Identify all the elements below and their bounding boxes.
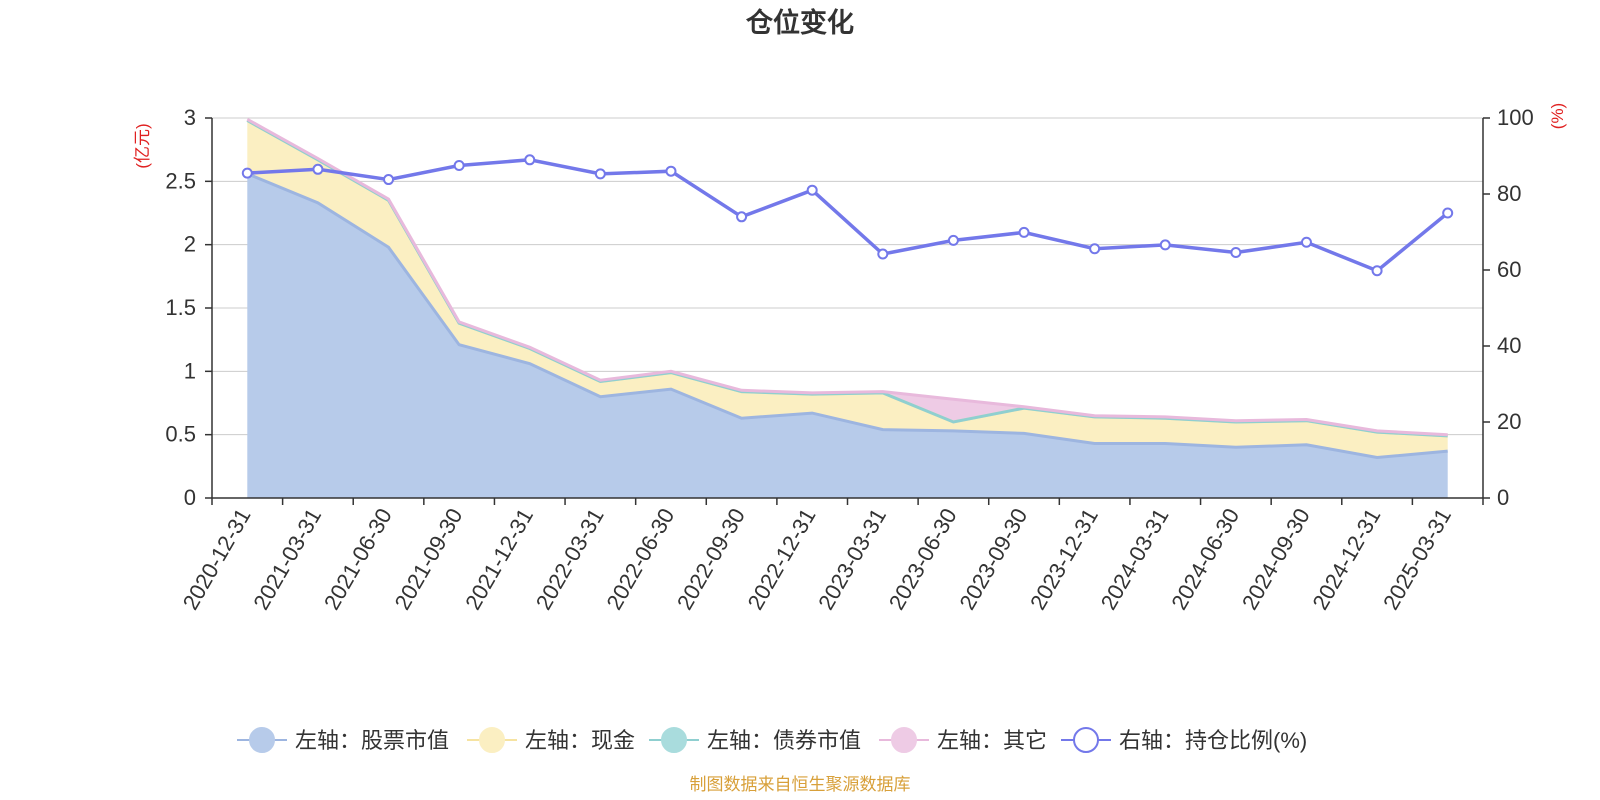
x-tick-label: 2024-06-30 bbox=[1166, 504, 1244, 614]
right-tick-label: 20 bbox=[1497, 409, 1521, 434]
ratio-point bbox=[312, 163, 324, 175]
legend-marker bbox=[249, 727, 275, 753]
x-tick-label: 2022-06-30 bbox=[601, 504, 679, 614]
left-tick-label: 0 bbox=[184, 485, 196, 510]
x-tick-label: 2023-03-31 bbox=[813, 504, 891, 614]
ratio-point bbox=[594, 168, 606, 180]
line-左轴：股票市值 bbox=[246, 172, 1448, 460]
ratio-point bbox=[736, 211, 748, 223]
x-tick-label: 2024-09-30 bbox=[1237, 504, 1315, 614]
legend-label: 左轴：现金 bbox=[525, 728, 635, 753]
legend-marker bbox=[661, 727, 687, 753]
left-tick-label: 1.5 bbox=[165, 295, 196, 320]
x-tick-label: 2022-12-31 bbox=[743, 504, 821, 614]
ratio-point bbox=[524, 154, 536, 166]
x-tick-label: 2023-09-30 bbox=[954, 504, 1032, 614]
ratio-point bbox=[1159, 239, 1171, 251]
legend-label: 左轴：债券市值 bbox=[707, 728, 861, 753]
left-tick-label: 2.5 bbox=[165, 168, 196, 193]
ratio-point bbox=[1018, 226, 1030, 238]
source-note: 制图数据来自恒生聚源数据库 bbox=[690, 775, 911, 794]
ratio-point bbox=[665, 165, 677, 177]
legend-marker bbox=[479, 727, 505, 753]
ratio-point bbox=[241, 167, 253, 179]
x-tick-label: 2024-03-31 bbox=[1096, 504, 1174, 614]
x-tick-label: 2023-06-30 bbox=[884, 504, 962, 614]
x-tick-label: 2020-12-31 bbox=[178, 504, 256, 614]
x-tick-label: 2022-03-31 bbox=[531, 504, 609, 614]
ratio-point bbox=[383, 174, 395, 186]
chart-title: 仓位变化 bbox=[745, 7, 854, 38]
legend-label: 左轴：其它 bbox=[937, 728, 1047, 753]
x-tick-label: 2023-12-31 bbox=[1025, 504, 1103, 614]
left-tick-label: 2 bbox=[184, 232, 196, 257]
ratio-point bbox=[1371, 265, 1383, 277]
line-左轴：其它 bbox=[246, 117, 1448, 437]
ratio-point bbox=[877, 248, 889, 260]
ratio-point bbox=[1089, 243, 1101, 255]
legend-label: 左轴：股票市值 bbox=[295, 728, 449, 753]
stacked-areas bbox=[246, 117, 1448, 498]
ratio-point bbox=[1230, 247, 1242, 259]
legend-marker bbox=[1073, 727, 1099, 753]
legend-marker bbox=[891, 727, 917, 753]
ratio-point bbox=[947, 234, 959, 246]
ratio-point bbox=[806, 184, 818, 196]
ratio-point bbox=[1300, 236, 1312, 248]
right-tick-label: 40 bbox=[1497, 333, 1521, 358]
x-tick-label: 2021-09-30 bbox=[390, 504, 468, 614]
left-axis-unit: (亿元) bbox=[133, 123, 152, 168]
x-tick-label: 2022-09-30 bbox=[672, 504, 750, 614]
left-tick-label: 0.5 bbox=[165, 422, 196, 447]
right-axis-unit: (%) bbox=[1548, 103, 1567, 129]
x-tick-label: 2021-12-31 bbox=[460, 504, 538, 614]
position-ratio-series bbox=[241, 154, 1454, 277]
legend-label: 右轴：持仓比例(%) bbox=[1119, 728, 1307, 753]
right-tick-label: 100 bbox=[1497, 105, 1534, 130]
right-tick-label: 0 bbox=[1497, 485, 1509, 510]
area-左轴：股票市值 bbox=[247, 173, 1448, 498]
left-tick-label: 1 bbox=[184, 358, 196, 383]
x-tick-label: 2021-06-30 bbox=[319, 504, 397, 614]
x-tick-label: 2025-03-31 bbox=[1378, 504, 1456, 614]
right-tick-label: 80 bbox=[1497, 181, 1521, 206]
right-tick-label: 60 bbox=[1497, 257, 1521, 282]
x-tick-label: 2021-03-31 bbox=[248, 504, 326, 614]
ratio-point bbox=[453, 160, 465, 171]
ratio-point bbox=[1442, 207, 1454, 219]
legend: 左轴：股票市值 左轴：现金 左轴：债券市值 左轴：其它 右轴：持仓比例(%) bbox=[237, 727, 1307, 753]
x-tick-label: 2024-12-31 bbox=[1307, 504, 1385, 614]
ratio-line bbox=[247, 158, 1449, 273]
left-tick-label: 3 bbox=[184, 105, 196, 130]
